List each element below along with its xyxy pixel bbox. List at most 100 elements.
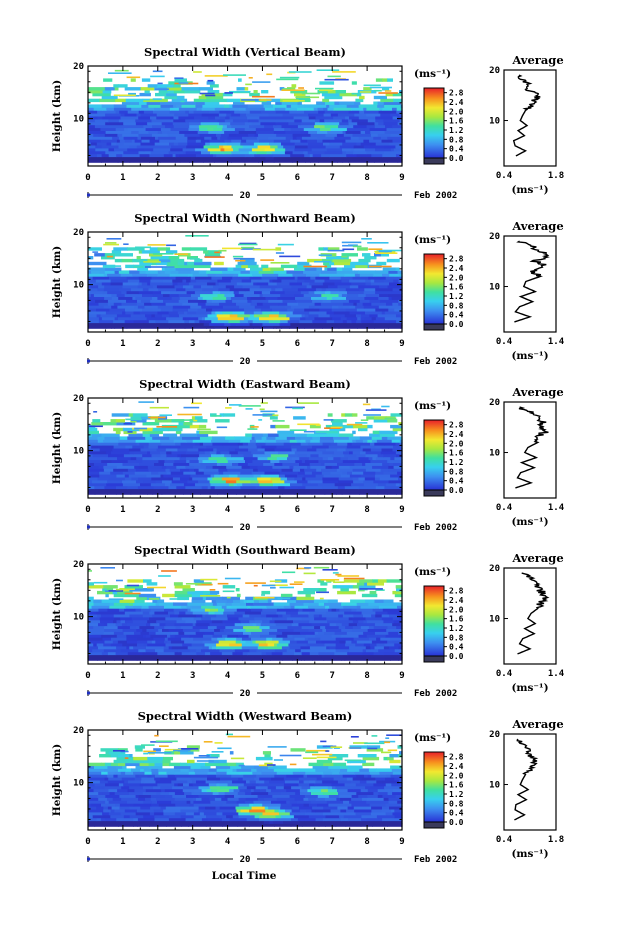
y-tick-label: 20 <box>73 394 84 404</box>
average-profile-line <box>515 406 549 489</box>
y-axis-label: Height (km) <box>51 744 63 816</box>
average-title: Average <box>511 717 563 731</box>
y-tick-label: 20 <box>73 62 84 72</box>
y-tick-label: 20 <box>73 560 84 570</box>
average-y-tick-label: 10 <box>489 615 500 625</box>
x-tick-label: 5 <box>260 837 265 847</box>
average-frame <box>503 567 557 665</box>
beam-panel: Spectral Width (Westward Beam)1020Height… <box>51 709 564 865</box>
y-axis-label: Height (km) <box>51 246 63 318</box>
x-tick-label: 8 <box>364 339 369 349</box>
colorbar-tick-label: 0.4 <box>449 643 464 652</box>
colorbar-units: (ms⁻¹) <box>414 566 451 578</box>
date-month-label: Feb 2002 <box>414 523 457 533</box>
x-tick-label: 0 <box>85 505 90 515</box>
colorbar-tick-label: 2.4 <box>449 596 464 605</box>
panel-title: Spectral Width (Eastward Beam) <box>139 377 351 391</box>
x-tick-label: 7 <box>330 671 335 681</box>
average-frame <box>503 69 557 167</box>
y-tick-label: 10 <box>73 613 84 623</box>
colorbar-tick-label: 0.0 <box>449 154 464 163</box>
x-tick-label: 2 <box>155 671 160 681</box>
x-tick-label: 2 <box>155 837 160 847</box>
x-axis-label: Local Time <box>212 870 277 882</box>
date-day-label: 20 <box>240 855 251 865</box>
y-axis-label: Height (km) <box>51 412 63 484</box>
x-tick-label: 5 <box>260 173 265 183</box>
panel-title: Spectral Width (Northward Beam) <box>134 211 356 225</box>
average-y-tick-label: 10 <box>489 781 500 791</box>
x-tick-label: 6 <box>295 339 300 349</box>
average-y-tick-label: 20 <box>489 564 500 574</box>
heatmap-field <box>88 566 403 661</box>
x-tick-label: 8 <box>364 505 369 515</box>
average-y-tick-label: 10 <box>489 449 500 459</box>
x-tick-label: 3 <box>190 671 195 681</box>
x-tick-label: 2 <box>155 339 160 349</box>
average-x-label: (ms⁻¹) <box>511 516 548 528</box>
colorbar-tick-label: 2.8 <box>449 587 464 596</box>
average-profile-line <box>514 738 539 821</box>
average-x-tick-label: 0.4 <box>496 669 513 679</box>
y-axis-label: Height (km) <box>51 80 63 152</box>
colorbar <box>423 585 445 663</box>
y-tick-label: 10 <box>73 447 84 457</box>
colorbar <box>423 87 445 165</box>
panel-title: Spectral Width (Vertical Beam) <box>144 45 346 59</box>
date-day-label: 20 <box>240 689 251 699</box>
x-tick-label: 5 <box>260 505 265 515</box>
beam-panel: Spectral Width (Vertical Beam) 10 20 Height… <box>51 45 564 201</box>
average-y-tick-label: 20 <box>489 730 500 740</box>
average-frame <box>503 733 557 831</box>
x-tick-label: 8 <box>364 837 369 847</box>
colorbar-tick-label: 2.4 <box>449 98 464 107</box>
y-tick-label: 10 <box>73 779 84 789</box>
colorbar-tick-label: 1.2 <box>449 126 464 135</box>
colorbar-tick-label: 0.8 <box>449 135 464 144</box>
x-tick-label: 9 <box>399 173 404 183</box>
colorbar-tick-label: 0.8 <box>449 467 464 476</box>
average-x-label: (ms⁻¹) <box>511 350 548 362</box>
x-tick-label: 1 <box>120 505 125 515</box>
x-tick-label: 8 <box>364 173 369 183</box>
x-tick-label: 7 <box>330 505 335 515</box>
date-month-label: Feb 2002 <box>414 357 457 367</box>
colorbar-tick-label: 2.0 <box>449 107 464 116</box>
average-profile-line <box>514 240 550 323</box>
colorbar-units: (ms⁻¹) <box>414 68 451 80</box>
average-x-tick-label: 0.4 <box>496 503 513 513</box>
colorbar-tick-label: 0.8 <box>449 799 464 808</box>
x-tick-label: 4 <box>225 173 231 183</box>
x-tick-label: 1 <box>120 671 125 681</box>
colorbar-tick-label: 0.8 <box>449 301 464 310</box>
date-month-label: Feb 2002 <box>414 689 457 699</box>
colorbar-tick-label: 1.2 <box>449 790 464 799</box>
colorbar-tick-label: 2.4 <box>449 264 464 273</box>
average-x-tick-label: 0.4 <box>496 171 513 181</box>
average-title: Average <box>511 385 563 399</box>
x-tick-label: 0 <box>85 339 90 349</box>
colorbar-tick-label: 2.4 <box>449 762 464 771</box>
y-tick-label: 20 <box>73 228 84 238</box>
average-x-label: (ms⁻¹) <box>511 682 548 694</box>
x-tick-label: 6 <box>295 505 300 515</box>
average-x-label: (ms⁻¹) <box>511 848 548 860</box>
colorbar-tick-label: 2.0 <box>449 771 464 780</box>
beam-panel: Spectral Width (Southward Beam)1020Heigh… <box>51 543 565 699</box>
colorbar-tick-label: 1.6 <box>449 781 464 790</box>
y-tick-label: 10 <box>73 115 84 125</box>
colorbar-tick-label: 0.0 <box>449 652 464 661</box>
colorbar-tick-label: 1.2 <box>449 624 464 633</box>
colorbar-tick-label: 0.4 <box>449 809 464 818</box>
x-tick-label: 6 <box>295 671 300 681</box>
colorbar <box>423 419 445 497</box>
average-x-tick-label: 1.4 <box>548 337 565 347</box>
x-tick-label: 5 <box>260 339 265 349</box>
x-tick-label: 7 <box>330 837 335 847</box>
colorbar-tick-label: 0.8 <box>449 633 464 642</box>
x-tick-label: 2 <box>155 505 160 515</box>
colorbar-tick-label: 0.4 <box>449 477 464 486</box>
average-x-tick-label: 1.8 <box>548 835 564 845</box>
colorbar-tick-label: 2.8 <box>449 421 464 430</box>
